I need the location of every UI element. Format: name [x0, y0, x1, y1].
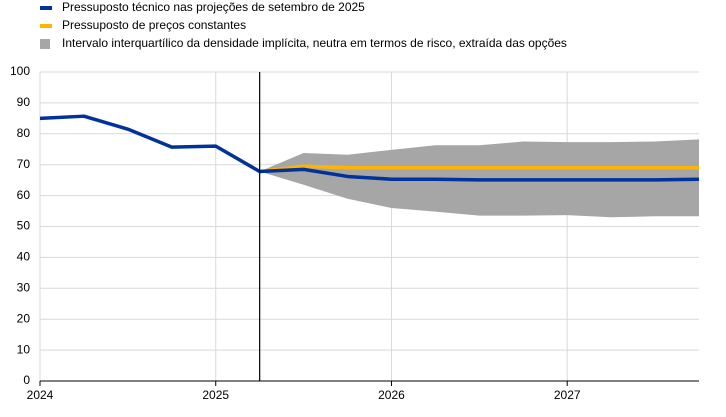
y-tick-label: 30: [17, 280, 31, 294]
y-tick-label: 40: [17, 250, 31, 264]
x-tick-label: 2025: [202, 388, 229, 402]
line: [39, 114, 700, 182]
legend-swatch: [40, 24, 52, 28]
y-tick-label: 20: [17, 311, 31, 325]
legend-label: Pressuposto de preços constantes: [62, 18, 246, 32]
y-tick-label: 0: [23, 373, 30, 387]
y-tick-label: 70: [17, 157, 31, 171]
line: [259, 164, 699, 174]
x-tick-label: 2027: [554, 388, 581, 402]
y-tick-label: 100: [10, 64, 30, 78]
legend-swatch: [40, 6, 52, 10]
x-tick-label: 2024: [27, 388, 54, 402]
y-tick-label: 60: [17, 188, 31, 202]
y-tick-label: 10: [17, 342, 31, 356]
y-tick-label: 90: [17, 95, 31, 109]
legend-label: Intervalo interquartílico da densidade i…: [62, 36, 567, 50]
x-tick-label: 2026: [378, 388, 405, 402]
legend-label: Pressuposto técnico nas projeções de set…: [62, 0, 365, 14]
y-tick-label: 50: [17, 219, 31, 233]
legend-swatch: [40, 39, 50, 49]
y-tick-label: 80: [17, 126, 31, 140]
